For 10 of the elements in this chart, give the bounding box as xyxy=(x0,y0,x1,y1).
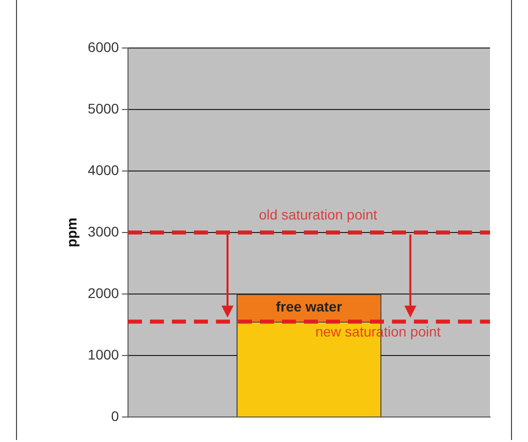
y-axis-title: ppm xyxy=(63,218,80,248)
ref-line-label: old saturation point xyxy=(258,206,378,222)
y-tick-label: 1000 xyxy=(88,346,120,362)
y-tick-label: 4000 xyxy=(88,162,120,178)
y-tick-label: 0 xyxy=(111,408,120,424)
annotation: free water xyxy=(276,298,343,315)
y-tick-label: 2000 xyxy=(88,284,120,301)
y-tick-label: 5000 xyxy=(88,100,120,116)
y-tick-label: 6000 xyxy=(88,38,120,55)
y-tick-label: 3000 xyxy=(88,223,120,240)
